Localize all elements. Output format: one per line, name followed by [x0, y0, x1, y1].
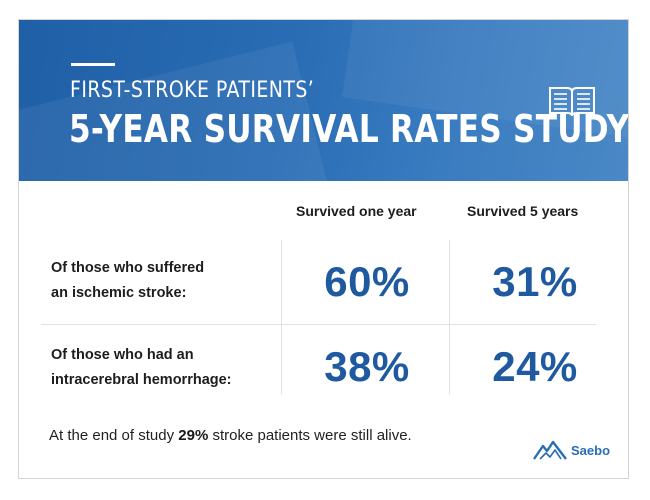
column-divider-right — [449, 240, 450, 394]
column-header-one-year: Survived one year — [296, 203, 417, 219]
row-label-line: Of those who had an — [51, 347, 194, 363]
value-hemorrhage-one-year: 38% — [324, 343, 410, 390]
row-label-line: intracerebral hemorrhage: — [51, 372, 232, 388]
column-header-five-years: Survived 5 years — [467, 203, 579, 219]
row-label-line: Of those who suffered — [51, 260, 205, 276]
header-banner: FIRST-STROKE PATIENTS’ 5-YEAR SURVIVAL R… — [19, 20, 629, 181]
header-title: 5-YEAR SURVIVAL RATES STUDY — [69, 107, 629, 151]
header-subtitle: FIRST-STROKE PATIENTS’ — [70, 78, 315, 103]
row-label-ischemic: Of those who suffered an ischemic stroke… — [51, 256, 281, 306]
value-hemorrhage-five-years: 24% — [492, 343, 578, 390]
logo-text: Saebo — [571, 442, 611, 458]
column-divider-left — [281, 240, 282, 394]
row-divider — [41, 324, 596, 325]
value-ischemic-one-year: 60% — [324, 258, 410, 305]
mountain-logo-icon — [533, 440, 567, 460]
open-book-icon — [549, 87, 595, 117]
row-label-line: an ischemic stroke: — [51, 285, 187, 301]
footer-text-after: stroke patients were still alive. — [208, 427, 412, 444]
footer-highlight: 29% — [178, 427, 209, 444]
footer-summary: At the end of study 29% stroke patients … — [49, 427, 412, 444]
value-ischemic-five-years: 31% — [492, 258, 578, 305]
infographic-card: FIRST-STROKE PATIENTS’ 5-YEAR SURVIVAL R… — [18, 19, 629, 479]
row-label-hemorrhage: Of those who had an intracerebral hemorr… — [51, 343, 281, 393]
title-accent-line — [71, 63, 115, 66]
footer-text-before: At the end of study — [49, 427, 179, 444]
saebo-logo: Saebo — [533, 440, 610, 460]
